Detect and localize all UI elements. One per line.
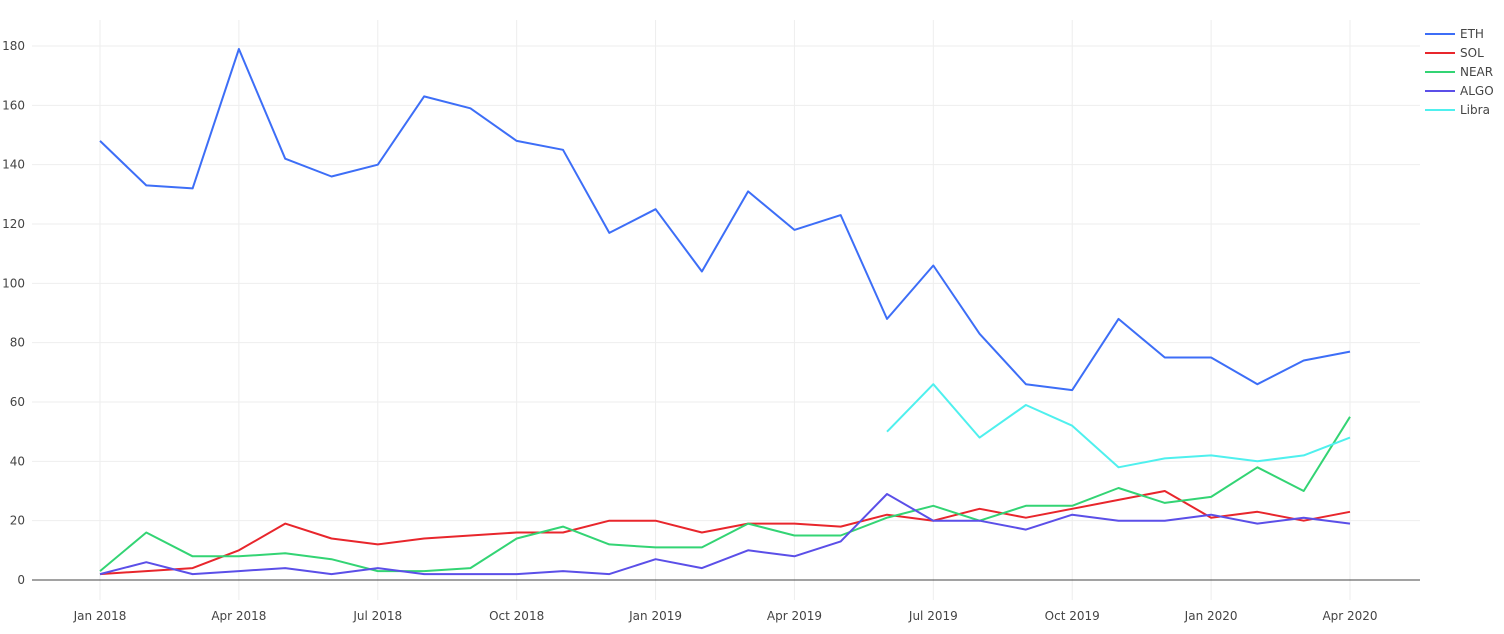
y-tick-label: 160 xyxy=(2,98,25,112)
x-tick-label: Apr 2020 xyxy=(1322,609,1377,623)
legend-label: ALGO xyxy=(1460,84,1494,98)
x-tick-label: Apr 2019 xyxy=(767,609,822,623)
legend-label: NEAR xyxy=(1460,65,1493,79)
y-tick-label: 120 xyxy=(2,217,25,231)
series-lines xyxy=(99,48,1351,576)
legend-item-sol[interactable]: SOL xyxy=(1425,46,1484,60)
x-tick-label: Jan 2020 xyxy=(1184,609,1238,623)
y-tick-label: 100 xyxy=(2,276,25,290)
y-tick-label: 60 xyxy=(10,395,25,409)
x-tick-label: Jul 2019 xyxy=(908,609,958,623)
x-tick-label: Jan 2018 xyxy=(73,609,127,623)
series-line-near xyxy=(99,416,1351,573)
legend[interactable]: ETH SOL NEAR ALGO Libra xyxy=(1425,27,1494,117)
x-tick-label: Oct 2018 xyxy=(489,609,544,623)
gridlines xyxy=(32,20,1420,600)
y-tick-label: 80 xyxy=(10,336,25,350)
x-tick-label: Jul 2018 xyxy=(352,609,402,623)
legend-item-eth[interactable]: ETH xyxy=(1425,27,1484,41)
series-line-libra xyxy=(886,383,1351,469)
x-tick-label: Oct 2019 xyxy=(1045,609,1100,623)
y-tick-label: 0 xyxy=(17,573,25,587)
legend-label: ETH xyxy=(1460,27,1484,41)
x-tick-label: Jan 2019 xyxy=(628,609,682,623)
legend-item-near[interactable]: NEAR xyxy=(1425,65,1493,79)
legend-item-algo[interactable]: ALGO xyxy=(1425,84,1494,98)
series-line-algo xyxy=(99,493,1351,576)
legend-label: SOL xyxy=(1460,46,1484,60)
y-tick-label: 180 xyxy=(2,39,25,53)
series-line-eth xyxy=(99,48,1351,392)
y-tick-label: 40 xyxy=(10,454,25,468)
legend-label: Libra xyxy=(1460,103,1490,117)
x-axis-ticks: Jan 2018 Apr 2018 Jul 2018 Oct 2018 Jan 2019… xyxy=(73,609,1378,623)
y-tick-label: 20 xyxy=(10,514,25,528)
x-tick-label: Apr 2018 xyxy=(211,609,266,623)
y-tick-label: 140 xyxy=(2,158,25,172)
series-line-sol xyxy=(99,490,1351,576)
legend-item-libra[interactable]: Libra xyxy=(1425,103,1490,117)
y-axis-ticks: 0 20 40 60 80 100 120 140 160 180 xyxy=(2,39,25,587)
